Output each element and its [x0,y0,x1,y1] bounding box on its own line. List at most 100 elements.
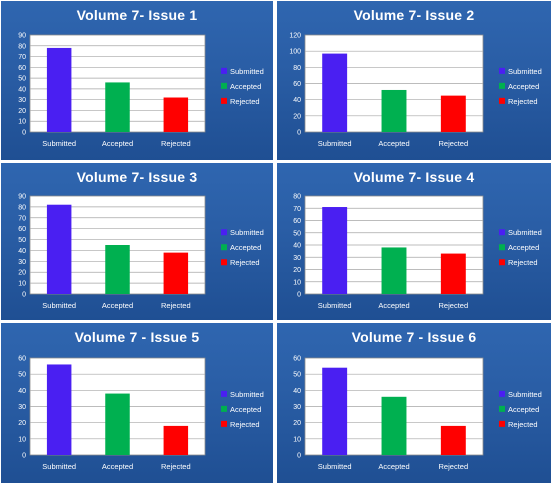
x-tick-label: Rejected [161,139,191,148]
y-tick-label: 20 [293,420,301,427]
y-tick-label: 60 [18,226,26,233]
legend-swatch-accepted [499,244,505,251]
y-tick-label: 50 [293,230,301,237]
bar-accepted [381,396,407,455]
chart-panel-issue-6: Volume 7 - Issue 6 0 10 20 30 40 50 60 Submitte… [277,323,551,483]
x-tick-label: Accepted [378,462,409,471]
y-tick-label: 30 [293,404,301,411]
legend-label-accepted: Accepted [230,405,261,414]
legend-label-submitted: Submitted [508,67,542,76]
legend-swatch-submitted [221,390,227,397]
bar-submitted [46,364,72,455]
chart-panel-issue-4: Volume 7- Issue 4 0 10 20 30 40 50 60 70 80 Submi… [277,163,551,320]
legend-swatch-rejected [221,420,227,427]
y-tick-label: 60 [293,218,301,225]
chart-title: Volume 7- Issue 4 [353,169,475,185]
y-tick-label: 60 [293,81,301,88]
chart-title: Volume 7- Issue 2 [353,7,475,23]
x-tick-label: Accepted [102,139,133,148]
y-tick-label: 10 [18,281,26,288]
legend-swatch-rejected [221,259,227,266]
y-tick-label: 0 [22,130,26,137]
chart-title: Volume 7 - Issue 5 [74,329,200,345]
y-tick-label: 50 [18,372,26,379]
x-tick-label: Rejected [439,139,469,148]
y-tick-label: 60 [18,356,26,363]
y-tick-label: 0 [297,130,301,137]
legend-swatch-submitted [221,229,227,236]
legend-swatch-submitted [499,229,505,236]
legend-swatch-accepted [499,405,505,412]
legend-label-submitted: Submitted [230,67,264,76]
bar-rejected [440,425,466,455]
legend-label-submitted: Submitted [230,228,264,237]
bar-rejected [163,252,189,294]
legend-label-submitted: Submitted [230,390,264,399]
x-tick-label: Submitted [42,301,76,310]
bar-accepted [105,245,130,294]
chart-panel-issue-2: Volume 7- Issue 2 0 20 40 60 80 100 120 Submitt… [277,1,551,160]
x-tick-label: Rejected [439,301,469,310]
bar-chart-issue-6: 0 10 20 30 40 50 60 Submitted Accepted Rejected Su… [293,356,542,472]
y-tick-label: 70 [18,54,26,61]
legend-swatch-rejected [499,420,505,427]
legend-swatch-submitted [221,67,227,74]
legend-swatch-submitted [499,67,505,74]
y-tick-label: 0 [22,453,26,460]
legend-swatch-accepted [221,244,227,251]
legend-label-rejected: Rejected [508,97,538,106]
chart-title: Volume 7- Issue 1 [76,7,198,23]
y-tick-label: 0 [22,292,26,299]
y-tick-label: 20 [18,420,26,427]
x-tick-label: Submitted [42,139,76,148]
bar-accepted [105,393,130,455]
bar-submitted [322,367,348,455]
legend-label-accepted: Accepted [508,243,539,252]
bar-submitted [46,204,72,294]
y-tick-label: 120 [289,33,301,40]
bar-chart-issue-4: 0 10 20 30 40 50 60 70 80 Submitted Accepted Reject… [293,194,542,311]
y-tick-label: 30 [18,97,26,104]
y-tick-label: 60 [18,65,26,72]
y-tick-label: 0 [297,453,301,460]
bar-submitted [46,47,72,132]
legend-label-rejected: Rejected [230,420,260,429]
legend-swatch-submitted [499,390,505,397]
y-tick-label: 40 [18,248,26,255]
x-tick-label: Rejected [161,301,191,310]
x-tick-label: Submitted [42,462,76,471]
legend-label-rejected: Rejected [230,97,260,106]
bar-chart-issue-3: 0 10 20 30 40 50 60 70 80 90 Submitted Accepted Reje… [18,194,264,311]
y-tick-label: 30 [18,259,26,266]
y-tick-label: 70 [293,206,301,213]
bar-accepted [105,82,130,132]
bar-accepted [381,247,407,294]
y-tick-label: 0 [297,292,301,299]
legend-swatch-rejected [499,97,505,104]
y-tick-label: 60 [293,356,301,363]
y-tick-label: 10 [293,279,301,286]
y-tick-label: 90 [18,194,26,201]
bar-submitted [322,207,348,294]
legend-label-rejected: Rejected [508,258,538,267]
legend-swatch-rejected [499,259,505,266]
legend-label-rejected: Rejected [230,258,260,267]
y-tick-label: 30 [18,404,26,411]
y-tick-label: 80 [18,43,26,50]
chart-title: Volume 7 - Issue 6 [351,329,477,345]
y-tick-label: 80 [293,194,301,201]
y-tick-label: 80 [18,204,26,211]
y-tick-label: 40 [293,97,301,104]
chart-panel-issue-5: Volume 7 - Issue 5 0 10 20 30 40 50 60 Submitte… [1,323,273,483]
y-tick-label: 10 [293,436,301,443]
chart-panel-issue-1: Volume 7- Issue 1 0 10 20 30 40 50 60 70 80 90 Sub… [1,1,273,160]
legend-label-rejected: Rejected [508,420,538,429]
legend-label-accepted: Accepted [508,82,539,91]
x-tick-label: Accepted [378,301,409,310]
y-tick-label: 10 [18,436,26,443]
legend-label-accepted: Accepted [230,82,261,91]
x-tick-label: Accepted [378,139,409,148]
legend-label-submitted: Submitted [508,228,542,237]
bar-chart-issue-1: 0 10 20 30 40 50 60 70 80 90 Submitted Accepted Reje… [18,33,264,149]
